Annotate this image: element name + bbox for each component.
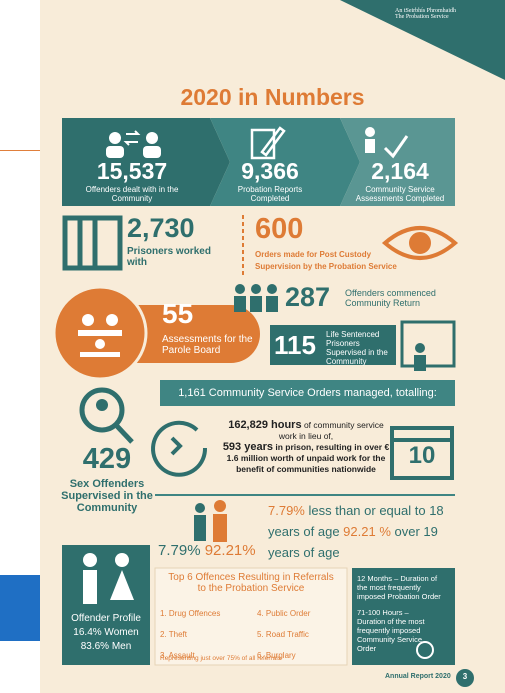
hours-text: of community service work in lieu of, xyxy=(278,420,384,441)
women: 16.4% Women xyxy=(73,627,139,638)
offence: 1. Drug Offences xyxy=(160,609,221,618)
highlight: 9,366 Probation Reports Completed xyxy=(215,158,325,203)
offence: 2. Theft xyxy=(160,630,187,639)
duration: 12 Months – Duration of the most frequen… xyxy=(357,574,441,601)
offences-title: Top 6 Offences Resulting in Referrals to… xyxy=(168,572,334,594)
label: Orders made for Post Custody Supervision… xyxy=(255,250,397,271)
offence: 5. Road Traffic xyxy=(257,630,309,639)
logo: An tSeirbhís Phromhaidh The Probation Ser… xyxy=(395,8,456,20)
number: 9,366 xyxy=(241,158,299,184)
years-text: in prison, resulting in over € 1.6 milli… xyxy=(226,442,390,474)
profile-title: Offender Profile xyxy=(71,613,141,624)
graphics xyxy=(52,0,505,687)
title: 2020 in Numbers xyxy=(180,84,365,110)
number: 115 xyxy=(274,330,316,360)
label: Probation Reports Completed xyxy=(237,185,303,203)
under-label: less than or equal to 18 years of age xyxy=(268,503,444,539)
profile: Offender Profile 16.4% Women 83.6% Men xyxy=(62,612,150,654)
offences-col: 1. Drug Offences 2. Theft 3. Assault xyxy=(160,603,220,666)
offence: 6. Burglary xyxy=(257,651,296,660)
footer-report: Annual Report 2020 xyxy=(385,673,451,680)
number: 55 xyxy=(162,298,194,329)
logo-english: The Probation Service xyxy=(395,14,449,20)
offences-col: 4. Public Order 5. Road Traffic 6. Burglar… xyxy=(257,603,310,666)
banner: 1,161 Community Service Orders managed, … xyxy=(178,387,437,399)
side-block xyxy=(0,575,40,641)
highlight: 15,537 Offenders dealt with in the Commun… xyxy=(62,158,202,203)
logo-irish: An tSeirbhís Phromhaidh xyxy=(395,8,456,14)
label: Community Service Assessments Completed xyxy=(355,185,445,203)
number: 15,537 xyxy=(96,158,168,184)
number: 600 xyxy=(255,213,304,245)
page-number: 3 xyxy=(462,672,468,681)
number: 287 xyxy=(285,282,331,312)
label: Offenders dealt with in the Community xyxy=(85,185,179,203)
over-pct: 92.21 % xyxy=(343,524,391,539)
offence: 4. Public Order xyxy=(257,609,311,618)
age-short: 7.79% 92.21% xyxy=(158,542,256,559)
label: Sex Offenders Supervised in the Communit… xyxy=(61,478,153,514)
number: 2,164 xyxy=(371,158,429,184)
service-text: 162,829 hours of community service work … xyxy=(222,420,390,475)
number: 2,730 xyxy=(127,213,195,243)
highlight: 2,164 Community Service Assessments Compl… xyxy=(345,158,455,203)
number: 429 xyxy=(82,443,132,475)
offences-note: Representing just over 75% of all referr… xyxy=(160,655,282,662)
label: Assessments for the Parole Board xyxy=(162,334,253,356)
duration: 71-100 Hours – Duration of the most freq… xyxy=(357,608,425,653)
offence: 3. Assault xyxy=(160,651,195,660)
under-pct: 7.79% xyxy=(268,503,305,518)
over-label: over 19 years of age xyxy=(268,524,438,560)
under-short: 7.79% xyxy=(158,542,201,559)
calendar-day: 10 xyxy=(408,442,436,469)
over-short: 92.21% xyxy=(204,542,256,559)
hours: 162,829 hours xyxy=(228,419,302,431)
label: Life Sentenced Prisoners Supervised in t… xyxy=(326,330,388,366)
rule xyxy=(0,150,40,151)
age-text: 7.79% less than or equal to 18 years of … xyxy=(268,500,458,563)
label: Prisoners worked with xyxy=(127,246,211,268)
label: Offenders commenced Community Return xyxy=(345,288,436,308)
years: 593 years xyxy=(222,441,273,453)
men: 83.6% Men xyxy=(80,641,132,652)
